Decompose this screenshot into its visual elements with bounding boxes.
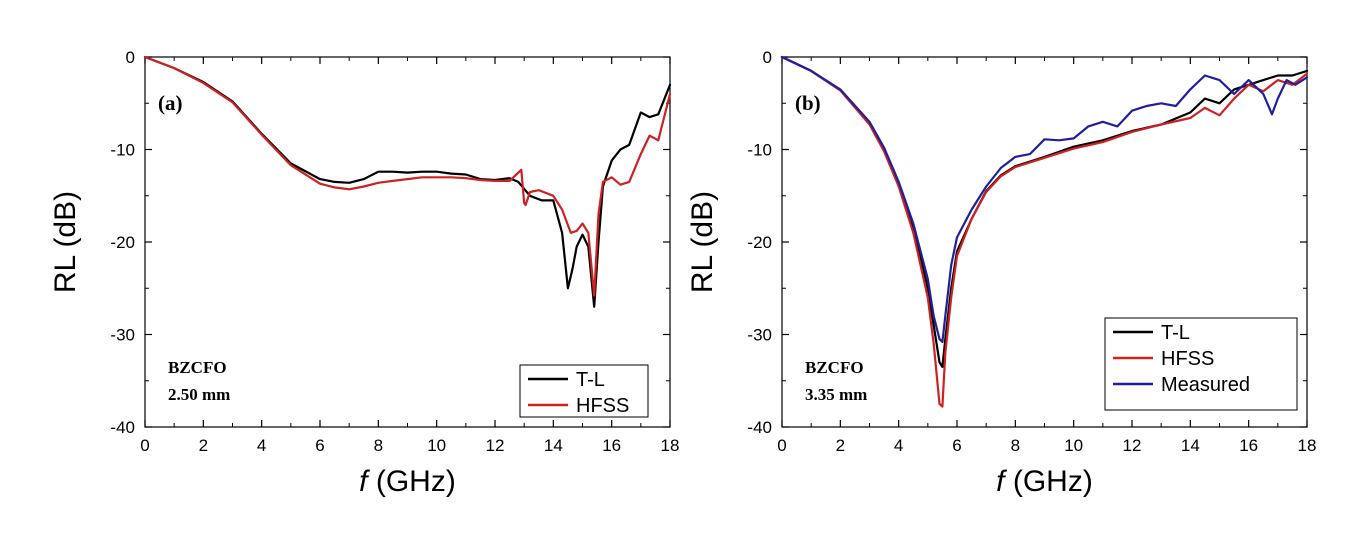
panel-label: (b) [795,91,821,115]
series-line-measured [780,55,1309,343]
x-tick-label: 16 [1239,436,1258,455]
x-tick-label: 6 [315,436,324,455]
y-tick-label: 0 [763,48,772,67]
legend-label: T-L [576,369,605,391]
x-tick-label: 2 [836,436,845,455]
sample-name: BZCFO [805,358,864,377]
x-tick-label: 6 [952,436,961,455]
x-tick-label: 14 [1181,436,1200,455]
legend: T-L HFSS [519,364,649,418]
y-axis-title: RL (dB) [686,191,719,293]
x-tick-label: 18 [1298,436,1317,455]
x-tick-label: 12 [1123,436,1142,455]
y-tick-label: -20 [110,233,135,252]
y-tick-label: -10 [747,141,772,160]
series-line-hfss [143,55,672,297]
x-axis-title: f (GHz) [359,465,456,498]
x-axis-title: f (GHz) [996,465,1093,498]
y-axis-title: RL (dB) [49,191,82,293]
x-tick-label: 12 [486,436,505,455]
x-tick-label: 14 [544,436,563,455]
legend-label: HFSS [1161,348,1214,370]
y-tick-label: -40 [110,418,135,437]
x-tick-label: 10 [1064,436,1083,455]
chart-panel-b: 0 2 4 6 8 10 12 14 16 18 0 -10 -20 -30 -40 f (GHz) RL (d… [686,48,1316,498]
x-tick-label: 18 [661,436,680,455]
legend-box [1104,317,1298,411]
series-line-t-l [143,55,672,308]
sample-name: BZCFO [168,358,227,377]
x-tick-label: 0 [140,436,149,455]
legend-box [519,364,649,418]
y-tick-label: -30 [747,326,772,345]
legend: T-L HFSS Measured [1104,317,1298,411]
y-tick-label: 0 [126,48,135,67]
series-line-hfss [780,55,1309,408]
x-tick-label: 8 [1011,436,1020,455]
y-tick-label: -40 [747,418,772,437]
legend-label: T-L [1161,322,1190,344]
y-tick-label: -20 [747,233,772,252]
legend-label: Measured [1161,374,1250,396]
legend-label: HFSS [576,395,629,417]
x-tick-label: 0 [777,436,786,455]
x-tick-label: 4 [894,436,903,455]
y-tick-label: -30 [110,326,135,345]
x-tick-label: 4 [257,436,266,455]
y-tick-label: -10 [110,141,135,160]
chart-panel-a: 0 2 4 6 8 10 12 14 16 18 0 -10 -20 -30 -40 f (GHz) RL (d… [49,48,679,498]
x-tick-label: 8 [374,436,383,455]
sample-thickness: 2.50 mm [168,385,230,404]
x-tick-label: 10 [427,436,446,455]
sample-thickness: 3.35 mm [805,385,867,404]
x-tick-label: 16 [602,436,621,455]
x-tick-label: 2 [199,436,208,455]
panel-label: (a) [158,91,183,115]
